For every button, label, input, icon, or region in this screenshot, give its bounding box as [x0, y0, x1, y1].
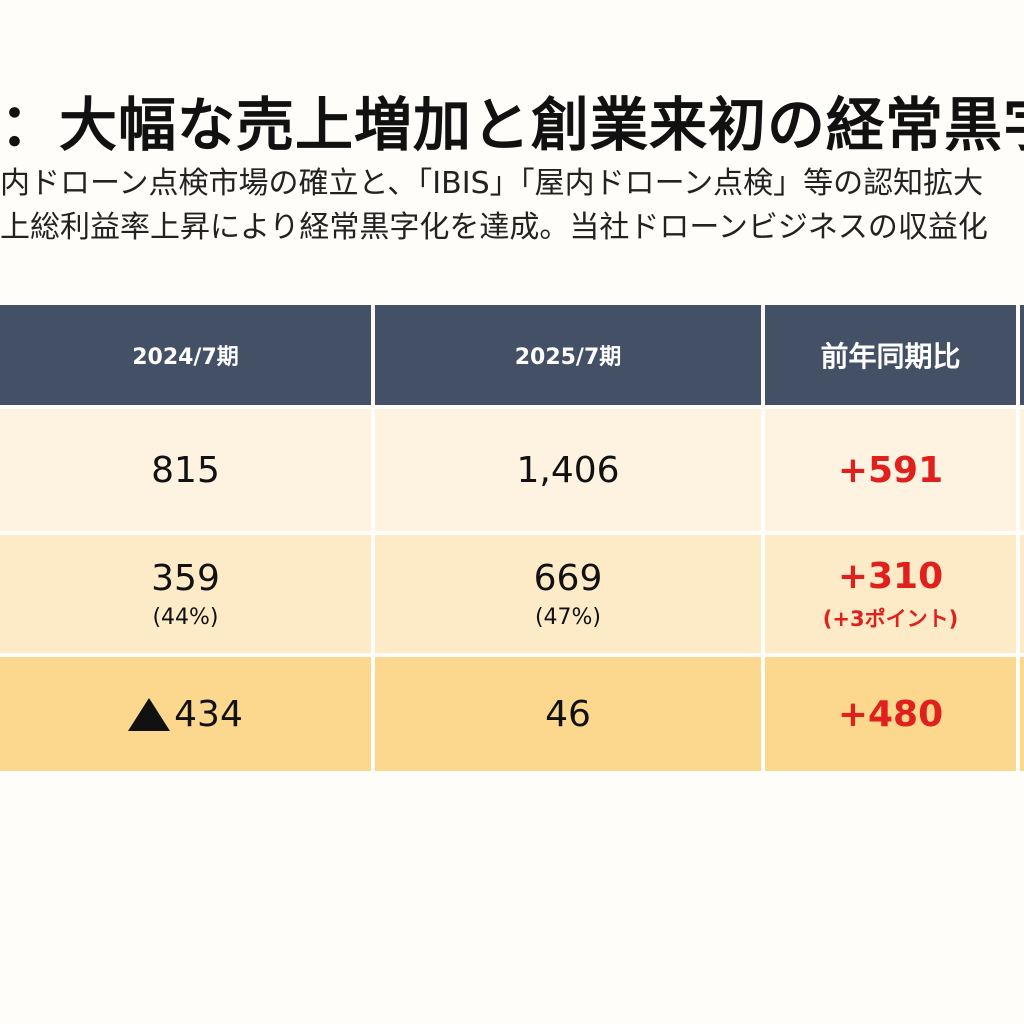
header-cell-clipped [1020, 305, 1024, 405]
row1-fy2025-cell: 1,406 [375, 409, 761, 531]
row2-fy2024-cell: 359 (44%) [0, 535, 371, 653]
row3-yoy-value: +480 [837, 693, 944, 735]
row1-fy2025-value: 1,406 [516, 449, 620, 491]
row2-yoy-cell: +310 (+3ポイント) [765, 535, 1016, 653]
row2-yoy-points: (+3ポイント) [822, 606, 959, 631]
header-yoy: 前年同期比 [765, 305, 1016, 405]
row1-fy2024-value: 815 [151, 449, 220, 491]
row3-fy2024-negative: 434 [128, 694, 243, 735]
row2-fy2024-value: 359 [151, 558, 220, 599]
row1-yoy-value: +591 [837, 449, 944, 491]
lead-text-line-2: 上総利益率上昇により経常黒字化を達成。当社ドローンビジネスの収益化 [0, 210, 988, 245]
row3-fy2024-value: 434 [174, 693, 243, 735]
row1-fy2024-cell: 815 [0, 409, 371, 531]
financial-table: 2024/7期 2025/7期 前年同期比 815 1,406 +591 359… [0, 305, 1024, 771]
row3-fy2025-value: 46 [545, 693, 591, 735]
row3-yoy-cell: +480 [765, 657, 1016, 771]
row2-fy2025-value: 669 [533, 558, 603, 599]
row1-yoy-cell: +591 [765, 409, 1016, 531]
row2-fy2024-ratio: (44%) [152, 605, 219, 630]
lead-text-line-1: 内ドローン点検市場の確立と、「IBIS」「屋内ドローン点検」等の認知拡大 [0, 166, 984, 201]
negative-triangle-icon [128, 697, 171, 731]
row3-fy2024-cell: 434 [0, 657, 371, 771]
row2-yoy-value: +310 [837, 555, 944, 597]
header-fy2024: 2024/7期 [0, 305, 371, 405]
page-title: ：大幅な売上増加と創業来初の経常黒字 [0, 91, 1024, 158]
row3-clipped-cell [1020, 657, 1024, 771]
row3-fy2025-cell: 46 [375, 657, 761, 771]
row1-clipped-cell [1020, 409, 1024, 531]
row2-fy2025-cell: 669 (47%) [375, 535, 761, 653]
header-fy2025: 2025/7期 [375, 305, 761, 405]
row2-clipped-cell [1020, 535, 1024, 653]
row2-fy2025-ratio: (47%) [534, 605, 602, 630]
